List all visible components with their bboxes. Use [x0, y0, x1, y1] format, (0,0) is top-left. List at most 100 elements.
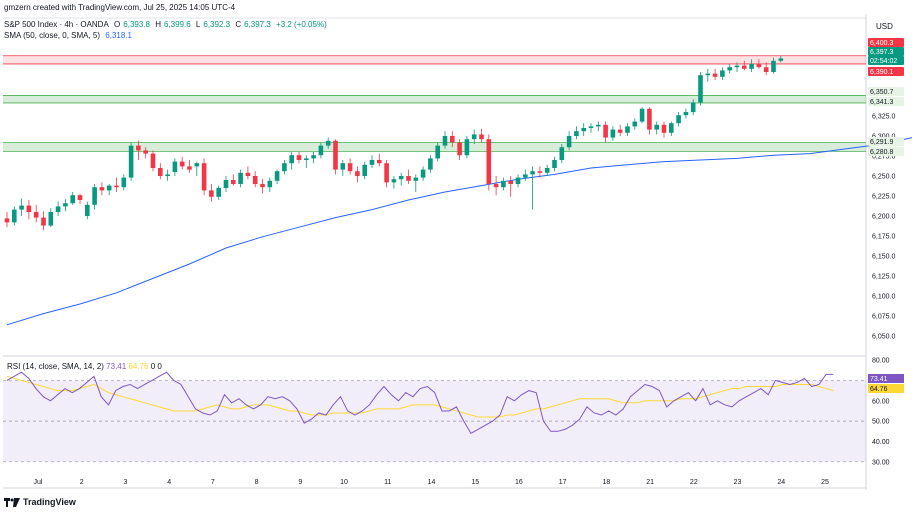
candle-body-91	[669, 123, 674, 133]
brand-footer[interactable]: TradingView	[4, 497, 76, 507]
candle-body-17	[128, 145, 134, 178]
candle-body-77	[566, 136, 572, 148]
candle-body-66	[486, 139, 492, 184]
ohlc-legend: S&P 500 Index · 4h · OANDA O 6,393.8 H 6,3…	[4, 20, 330, 29]
price-label-6: 6,291.9	[870, 139, 893, 146]
rsi-tick-label-2: 60.00	[872, 398, 890, 405]
rsi-tick-label-4: 40.00	[872, 439, 890, 446]
candle-body-8	[63, 203, 68, 207]
price-label-bg-4	[868, 87, 904, 96]
rsi-ma-label: 64.76	[870, 386, 888, 393]
candle-body-12	[92, 187, 97, 205]
rsi-value-label: 73.41	[870, 376, 888, 383]
time-tick-label-8: 11	[384, 479, 391, 486]
candle-body-104	[763, 67, 769, 72]
candle-body-37	[274, 171, 280, 181]
candle-body-53	[391, 179, 397, 183]
time-tick-label-0: Jul	[34, 479, 43, 486]
rsi-legend: RSI (14, close, SMA, 14, 2) 73.41 64.76 …	[7, 362, 162, 371]
candle-body-34	[252, 176, 258, 184]
open-label: O	[114, 20, 121, 29]
candle-body-60	[442, 136, 448, 146]
price-tick-label-5: 6,175.0	[872, 234, 895, 241]
candle-body-52	[384, 163, 389, 183]
time-tick-label-17: 24	[777, 479, 785, 486]
candle-body-6	[48, 212, 54, 226]
candle-body-20	[150, 153, 156, 168]
time-tick-label-15: 22	[690, 479, 698, 486]
rsi-value: 73.41	[106, 362, 127, 371]
candle-body-61	[450, 136, 455, 143]
candle-body-24	[179, 161, 185, 167]
price-tick-label-3: 6,125.0	[872, 274, 895, 281]
rsi-extra-2: 0	[157, 362, 162, 371]
time-tick-label-16: 23	[734, 479, 742, 486]
price-label-bg-0	[868, 38, 904, 47]
candle-body-98	[720, 70, 725, 77]
candle-body-97	[712, 73, 718, 77]
candle-body-9	[70, 195, 75, 204]
high-value: 6,399.6	[163, 20, 191, 29]
time-tick-label-14: 21	[646, 479, 654, 486]
candle-body-42	[311, 155, 316, 159]
candle-body-94	[690, 102, 696, 112]
candle-body-100	[734, 65, 740, 68]
candle-body-105	[771, 60, 776, 72]
candle-body-39	[289, 155, 294, 164]
price-tick-label-4: 6,150.0	[872, 254, 895, 261]
close-value: 6,397.3	[244, 20, 271, 29]
sma-label[interactable]: SMA (50, close, 0, SMA, 5)	[4, 31, 101, 40]
candle-body-50	[369, 160, 375, 165]
time-tick-label-13: 18	[602, 479, 610, 486]
candle-body-74	[544, 168, 550, 173]
time-tick-label-1: 2	[80, 479, 84, 486]
price-label-bg-1	[868, 47, 904, 56]
currency-label[interactable]: USD	[876, 22, 893, 31]
price-tick-label-8: 6,250.0	[872, 174, 895, 181]
candle-body-81	[596, 124, 601, 127]
open-value: 6,393.8	[123, 20, 150, 29]
time-tick-label-5: 8	[255, 479, 259, 486]
candle-body-75	[552, 160, 557, 168]
candle-body-2	[19, 205, 24, 210]
close-label: C	[235, 20, 242, 29]
candle-body-0	[4, 218, 10, 223]
candle-body-46	[340, 163, 346, 170]
time-tick-label-6: 9	[298, 479, 302, 486]
rsi-tick-label-3: 50.00	[872, 419, 890, 426]
candle-body-22	[165, 174, 170, 176]
price-label-7: 6,280.8	[870, 149, 893, 156]
price-tick-label-2: 6,100.0	[872, 294, 895, 301]
candle-body-82	[603, 124, 608, 138]
rsi-title[interactable]: RSI (14, close, SMA, 14, 2)	[7, 362, 104, 371]
price-tick-label-9: 6,275.0	[872, 154, 895, 161]
candle-body-67	[493, 184, 499, 188]
time-tick-label-4: 7	[211, 479, 215, 486]
change-value: +3.2 (+0.05%)	[276, 20, 327, 29]
candle-body-57	[420, 169, 426, 178]
price-tick-label-6: 6,200.0	[872, 214, 895, 221]
candle-body-15	[114, 185, 119, 188]
candle-body-1	[12, 209, 17, 223]
time-tick-label-3: 4	[167, 479, 171, 486]
candle-body-23	[172, 161, 178, 172]
candle-body-18	[136, 145, 141, 151]
candle-body-45	[333, 140, 338, 170]
candle-body-58	[428, 158, 433, 170]
credit-text: gmzern created with TradingView.com, Jul…	[4, 3, 236, 12]
candle-body-59	[435, 145, 440, 159]
candle-body-85	[625, 126, 630, 133]
candle-body-80	[588, 126, 594, 128]
candle-body-88	[647, 108, 652, 130]
candle-body-19	[143, 150, 148, 154]
zone-rect-0	[3, 55, 866, 64]
candle-body-47	[347, 163, 353, 172]
symbol-label[interactable]: S&P 500 Index · 4h · OANDA	[4, 20, 109, 29]
candle-body-36	[267, 180, 273, 188]
price-label-bg-2	[868, 56, 904, 65]
candle-body-5	[41, 217, 46, 226]
candle-body-13	[99, 187, 105, 191]
candle-body-55	[406, 176, 411, 181]
candle-body-63	[464, 139, 470, 156]
